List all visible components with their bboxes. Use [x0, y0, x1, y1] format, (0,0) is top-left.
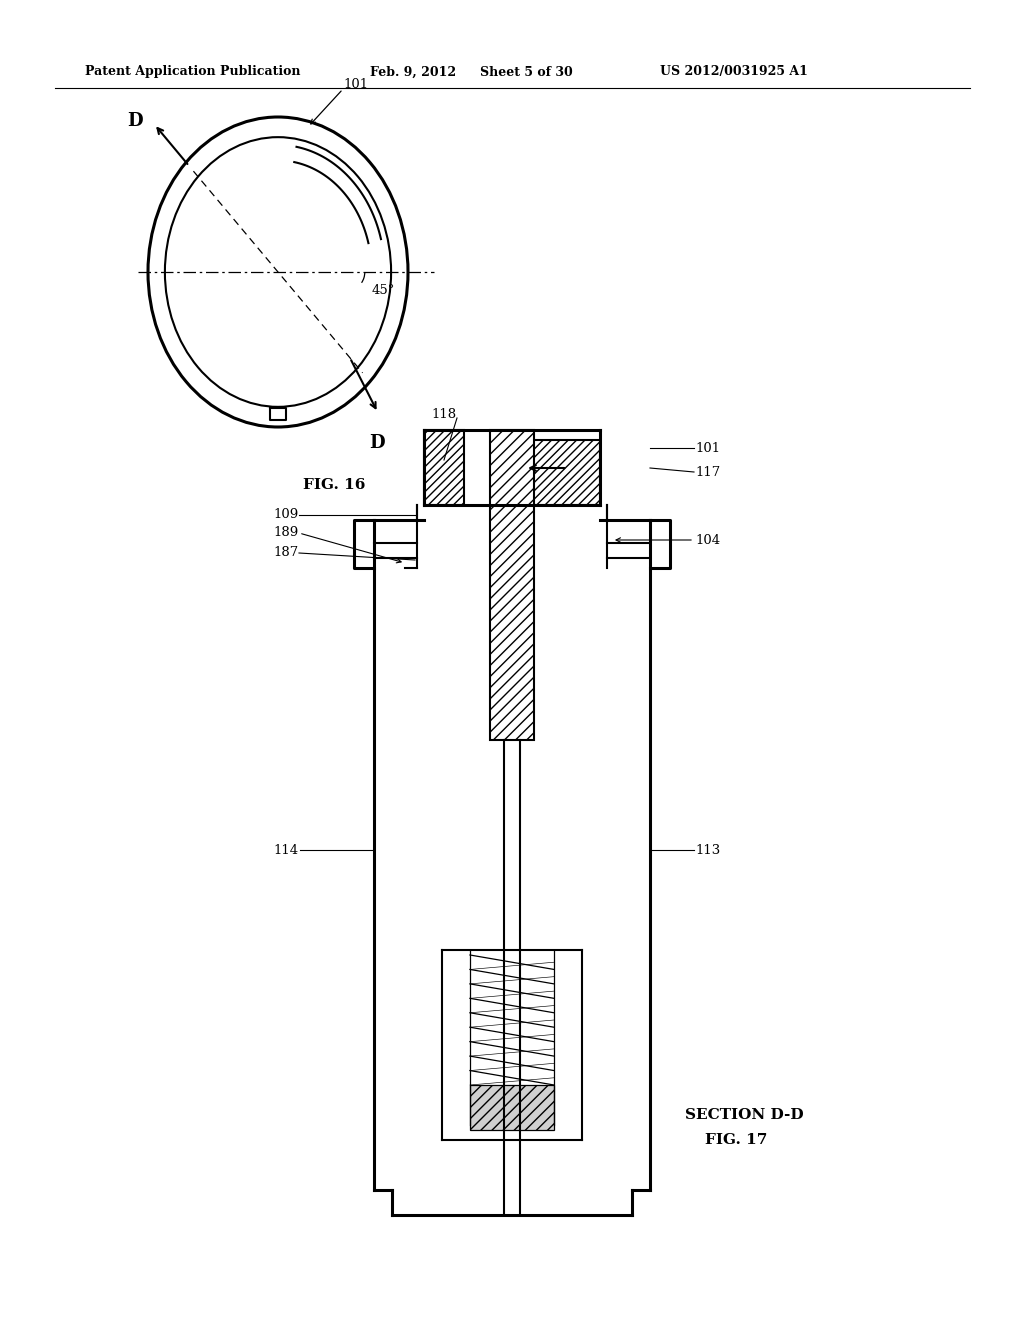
Bar — [490, 430, 534, 741]
Text: 101: 101 — [695, 441, 720, 454]
Text: Patent Application Publication: Patent Application Publication — [85, 66, 300, 78]
Text: 109: 109 — [273, 508, 299, 521]
Bar — [529, 440, 600, 506]
Text: FIG. 17: FIG. 17 — [705, 1133, 767, 1147]
Text: Sheet 5 of 30: Sheet 5 of 30 — [480, 66, 572, 78]
Text: D: D — [128, 112, 143, 131]
Text: 117: 117 — [695, 466, 720, 479]
Text: US 2012/0031925 A1: US 2012/0031925 A1 — [660, 66, 808, 78]
Text: 187: 187 — [273, 546, 299, 560]
Text: Feb. 9, 2012: Feb. 9, 2012 — [370, 66, 456, 78]
Text: FIG. 16: FIG. 16 — [303, 478, 366, 492]
Text: 189: 189 — [273, 527, 299, 540]
Text: 45°: 45° — [372, 284, 395, 297]
Text: 101: 101 — [343, 78, 368, 91]
Text: 113: 113 — [695, 843, 720, 857]
Text: 104: 104 — [695, 533, 720, 546]
Text: 114: 114 — [273, 843, 299, 857]
Text: D: D — [369, 434, 384, 451]
Text: SECTION D-D: SECTION D-D — [685, 1107, 804, 1122]
Text: 118: 118 — [432, 408, 457, 421]
Bar — [470, 1085, 554, 1130]
Bar — [424, 430, 464, 506]
